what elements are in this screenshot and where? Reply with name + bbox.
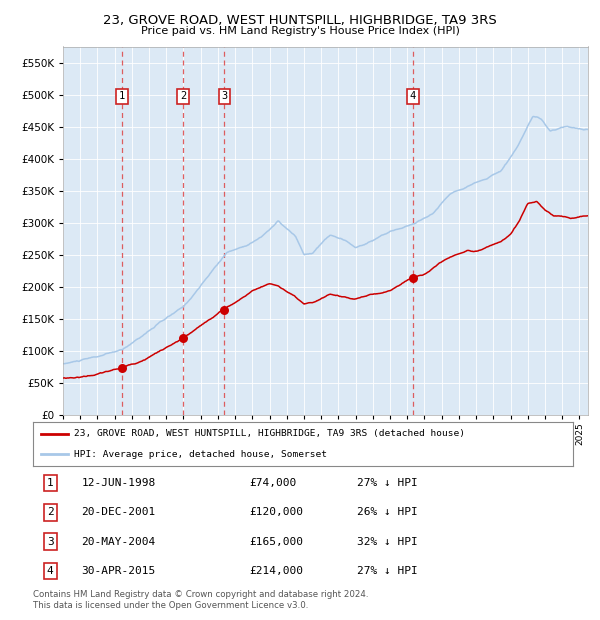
Text: 26% ↓ HPI: 26% ↓ HPI	[357, 507, 418, 518]
Text: Price paid vs. HM Land Registry's House Price Index (HPI): Price paid vs. HM Land Registry's House …	[140, 26, 460, 36]
Text: 4: 4	[410, 91, 416, 101]
Text: 27% ↓ HPI: 27% ↓ HPI	[357, 478, 418, 489]
Text: 20-MAY-2004: 20-MAY-2004	[82, 536, 156, 547]
Text: 1: 1	[119, 91, 125, 101]
Text: 32% ↓ HPI: 32% ↓ HPI	[357, 536, 418, 547]
Text: HPI: Average price, detached house, Somerset: HPI: Average price, detached house, Some…	[74, 450, 326, 459]
Text: 23, GROVE ROAD, WEST HUNTSPILL, HIGHBRIDGE, TA9 3RS: 23, GROVE ROAD, WEST HUNTSPILL, HIGHBRID…	[103, 14, 497, 27]
Text: 1: 1	[47, 478, 53, 489]
Text: 12-JUN-1998: 12-JUN-1998	[82, 478, 156, 489]
Text: Contains HM Land Registry data © Crown copyright and database right 2024.
This d: Contains HM Land Registry data © Crown c…	[33, 590, 368, 609]
Text: £120,000: £120,000	[249, 507, 303, 518]
Text: £165,000: £165,000	[249, 536, 303, 547]
Text: 30-APR-2015: 30-APR-2015	[82, 565, 156, 576]
Text: 2: 2	[180, 91, 186, 101]
Text: £74,000: £74,000	[249, 478, 296, 489]
Text: 2: 2	[47, 507, 53, 518]
Text: 20-DEC-2001: 20-DEC-2001	[82, 507, 156, 518]
Text: 23, GROVE ROAD, WEST HUNTSPILL, HIGHBRIDGE, TA9 3RS (detached house): 23, GROVE ROAD, WEST HUNTSPILL, HIGHBRID…	[74, 429, 464, 438]
Text: 27% ↓ HPI: 27% ↓ HPI	[357, 565, 418, 576]
Text: £214,000: £214,000	[249, 565, 303, 576]
Text: 4: 4	[47, 565, 53, 576]
Text: 3: 3	[221, 91, 227, 101]
Text: 3: 3	[47, 536, 53, 547]
